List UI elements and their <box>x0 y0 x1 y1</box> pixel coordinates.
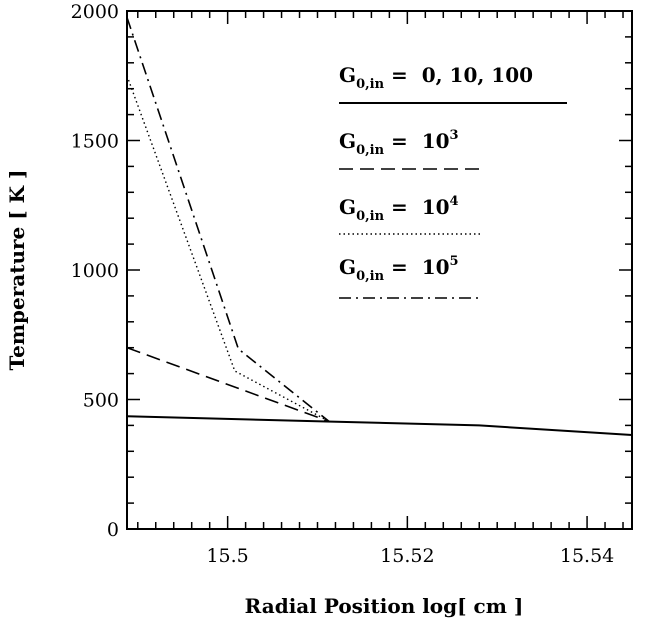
series-line-2 <box>126 75 330 423</box>
ticks <box>127 10 632 530</box>
y-tick-label: 1500 <box>71 131 119 153</box>
tick-labels: 0 500 1000 1500 2000 15.5 15.52 15.54 <box>71 1 615 567</box>
legend-label-3: G0,in = 105 <box>339 254 459 284</box>
x-axis-label: Radial Position log[ cm ] <box>245 594 524 618</box>
legend-label-2: G0,in = 104 <box>339 194 459 224</box>
y-axis-label: Temperature [ K ] <box>5 170 29 371</box>
series-line-0 <box>126 415 633 436</box>
y-tick-label: 1000 <box>71 260 119 282</box>
legend-label-0: G0,in = 0, 10, 100 <box>339 63 533 92</box>
y-tick-label: 2000 <box>71 1 119 23</box>
y-tick-label: 0 <box>107 519 119 541</box>
series-line-3 <box>126 17 330 423</box>
series-layer <box>126 17 633 436</box>
y-tick-label: 500 <box>83 390 119 412</box>
x-tick-label: 15.54 <box>560 545 614 567</box>
x-tick-label: 15.5 <box>206 545 248 567</box>
legend: G0,in = 0, 10, 100 G0,in = 103 G0,in = 104… <box>339 63 567 299</box>
series-line-1 <box>126 346 330 423</box>
legend-label-1: G0,in = 103 <box>339 128 459 158</box>
x-tick-label: 15.52 <box>380 545 434 567</box>
